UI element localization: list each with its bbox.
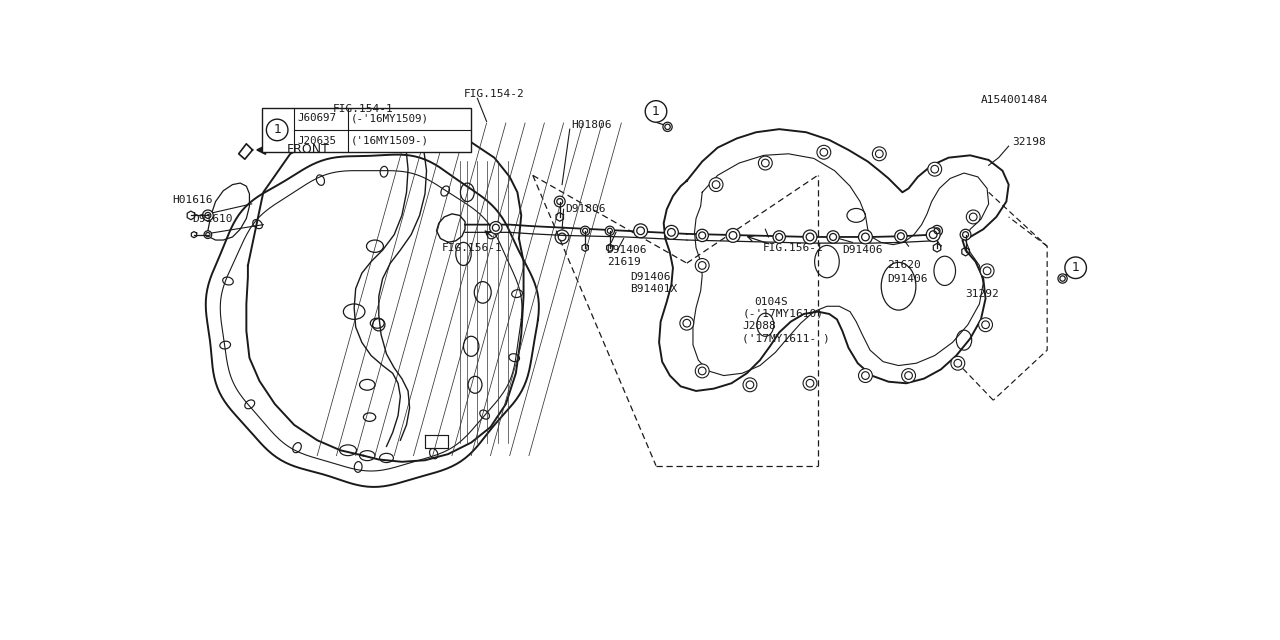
Circle shape bbox=[966, 210, 980, 224]
Bar bbox=[262, 108, 471, 152]
Circle shape bbox=[695, 364, 709, 378]
Circle shape bbox=[817, 145, 831, 159]
Circle shape bbox=[773, 231, 786, 243]
Text: (-'16MY1509): (-'16MY1509) bbox=[351, 113, 429, 124]
Circle shape bbox=[490, 221, 502, 234]
Circle shape bbox=[927, 228, 940, 241]
Circle shape bbox=[1059, 274, 1068, 283]
Text: 21619: 21619 bbox=[607, 257, 640, 267]
Circle shape bbox=[901, 369, 915, 383]
Circle shape bbox=[634, 224, 648, 237]
Text: A154001484: A154001484 bbox=[980, 95, 1048, 105]
Text: 1: 1 bbox=[273, 124, 282, 136]
Circle shape bbox=[759, 156, 772, 170]
Circle shape bbox=[960, 229, 972, 240]
Text: D91406: D91406 bbox=[887, 273, 928, 284]
Text: 21620: 21620 bbox=[887, 260, 920, 271]
Text: FIG.156-1: FIG.156-1 bbox=[442, 243, 503, 253]
Text: D91806: D91806 bbox=[566, 204, 605, 214]
Text: FIG.156-1: FIG.156-1 bbox=[763, 243, 823, 253]
Text: 32198: 32198 bbox=[1011, 137, 1046, 147]
Text: J60697: J60697 bbox=[297, 113, 337, 124]
Text: D91406: D91406 bbox=[630, 272, 671, 282]
Text: FRONT: FRONT bbox=[287, 143, 329, 156]
Circle shape bbox=[695, 259, 709, 273]
Circle shape bbox=[859, 369, 873, 383]
Circle shape bbox=[803, 230, 817, 244]
Circle shape bbox=[827, 231, 840, 243]
Text: D91406: D91406 bbox=[607, 245, 648, 255]
Circle shape bbox=[696, 229, 708, 241]
Text: H01616: H01616 bbox=[173, 195, 212, 205]
Text: 0104S: 0104S bbox=[755, 296, 788, 307]
Circle shape bbox=[663, 122, 672, 131]
Text: 1: 1 bbox=[652, 105, 660, 118]
Circle shape bbox=[266, 119, 288, 141]
Text: J2088: J2088 bbox=[742, 321, 776, 332]
Text: FIG.154-2: FIG.154-2 bbox=[463, 89, 525, 99]
Circle shape bbox=[979, 318, 992, 332]
Circle shape bbox=[803, 376, 817, 390]
Circle shape bbox=[932, 225, 942, 236]
Circle shape bbox=[873, 147, 886, 161]
Circle shape bbox=[605, 226, 614, 236]
Text: J20635: J20635 bbox=[297, 136, 337, 146]
Circle shape bbox=[554, 196, 566, 207]
Circle shape bbox=[204, 231, 211, 239]
Text: D91406: D91406 bbox=[842, 245, 883, 255]
Circle shape bbox=[895, 230, 908, 243]
Text: 31292: 31292 bbox=[965, 289, 1000, 299]
Circle shape bbox=[742, 378, 756, 392]
Text: ('16MY1509-): ('16MY1509-) bbox=[351, 136, 429, 146]
Circle shape bbox=[645, 100, 667, 122]
Circle shape bbox=[951, 356, 965, 370]
Text: (-'17MY1610): (-'17MY1610) bbox=[742, 309, 823, 319]
Circle shape bbox=[859, 230, 873, 244]
Circle shape bbox=[1065, 257, 1087, 278]
Text: H01806: H01806 bbox=[571, 120, 612, 129]
Circle shape bbox=[581, 226, 590, 236]
Circle shape bbox=[680, 316, 694, 330]
Text: FIG.154-1: FIG.154-1 bbox=[333, 104, 393, 114]
Circle shape bbox=[664, 225, 678, 239]
Circle shape bbox=[980, 264, 995, 278]
Circle shape bbox=[928, 163, 942, 176]
Text: D91610: D91610 bbox=[192, 214, 233, 224]
Circle shape bbox=[726, 228, 740, 243]
Text: ('17MY1611- ): ('17MY1611- ) bbox=[742, 333, 829, 344]
Circle shape bbox=[709, 178, 723, 191]
Circle shape bbox=[202, 210, 214, 221]
Text: B91401X: B91401X bbox=[630, 284, 677, 294]
Text: 1: 1 bbox=[1071, 261, 1079, 275]
